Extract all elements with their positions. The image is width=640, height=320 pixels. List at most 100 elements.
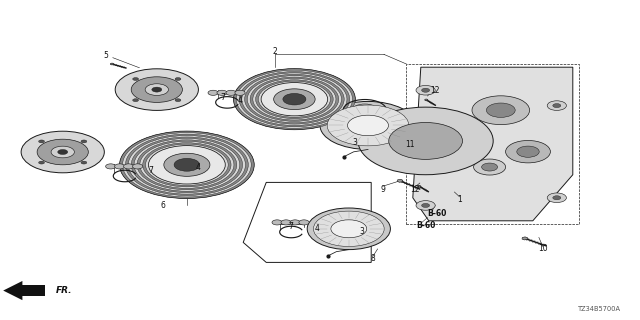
- Circle shape: [422, 88, 429, 92]
- Polygon shape: [413, 67, 573, 221]
- Text: 2: 2: [273, 47, 278, 56]
- Circle shape: [58, 149, 68, 155]
- Polygon shape: [397, 179, 403, 182]
- Circle shape: [314, 211, 384, 246]
- Circle shape: [234, 69, 355, 130]
- Circle shape: [38, 161, 44, 164]
- Circle shape: [327, 105, 409, 146]
- Circle shape: [482, 163, 498, 171]
- Text: 4: 4: [237, 96, 243, 105]
- Circle shape: [422, 204, 429, 207]
- Text: 3: 3: [359, 227, 364, 236]
- Text: 12: 12: [410, 185, 419, 194]
- Circle shape: [120, 131, 254, 198]
- Circle shape: [106, 164, 116, 169]
- Circle shape: [331, 220, 367, 238]
- Circle shape: [239, 72, 349, 127]
- Circle shape: [226, 90, 236, 95]
- Text: 11: 11: [405, 140, 414, 149]
- Text: B-60: B-60: [416, 221, 435, 230]
- Circle shape: [235, 90, 245, 95]
- Circle shape: [123, 132, 251, 197]
- Polygon shape: [424, 99, 428, 100]
- Circle shape: [299, 220, 309, 225]
- Circle shape: [274, 89, 315, 109]
- Circle shape: [474, 159, 506, 175]
- Text: 8: 8: [371, 254, 376, 263]
- Circle shape: [145, 84, 168, 95]
- Circle shape: [140, 141, 234, 188]
- Circle shape: [307, 208, 390, 250]
- Polygon shape: [3, 281, 22, 300]
- Circle shape: [120, 131, 254, 198]
- Text: 10: 10: [538, 244, 548, 253]
- Text: 7: 7: [148, 166, 153, 175]
- Text: TZ34B5700A: TZ34B5700A: [578, 306, 621, 312]
- Circle shape: [272, 220, 282, 225]
- Circle shape: [236, 70, 353, 128]
- Circle shape: [131, 137, 243, 193]
- Text: 5: 5: [103, 52, 108, 60]
- Circle shape: [134, 138, 240, 191]
- Polygon shape: [417, 186, 421, 187]
- Circle shape: [146, 144, 228, 185]
- Circle shape: [416, 201, 435, 210]
- Polygon shape: [22, 285, 45, 296]
- Circle shape: [281, 220, 291, 225]
- Circle shape: [388, 123, 463, 159]
- Circle shape: [115, 164, 125, 169]
- Circle shape: [486, 103, 515, 117]
- Circle shape: [208, 90, 218, 95]
- Circle shape: [517, 146, 540, 157]
- Circle shape: [255, 80, 333, 119]
- Circle shape: [472, 96, 529, 124]
- Circle shape: [358, 107, 493, 175]
- Text: 9: 9: [380, 185, 385, 194]
- Circle shape: [132, 99, 138, 102]
- Text: 7: 7: [220, 93, 225, 102]
- Circle shape: [124, 164, 134, 169]
- Text: 6: 6: [161, 201, 166, 210]
- Circle shape: [217, 90, 227, 95]
- Circle shape: [125, 134, 248, 196]
- Text: 3: 3: [353, 138, 358, 147]
- Circle shape: [261, 83, 328, 116]
- Text: 4: 4: [196, 164, 201, 172]
- Text: 4: 4: [314, 224, 319, 233]
- Text: 12: 12: [431, 86, 440, 95]
- Circle shape: [81, 140, 87, 143]
- Text: FR.: FR.: [56, 286, 72, 295]
- Polygon shape: [522, 237, 527, 240]
- Circle shape: [259, 81, 330, 117]
- Circle shape: [152, 87, 162, 92]
- Circle shape: [248, 76, 342, 123]
- Circle shape: [175, 77, 181, 80]
- Circle shape: [132, 77, 138, 80]
- Circle shape: [553, 196, 561, 200]
- Circle shape: [283, 93, 306, 105]
- Circle shape: [547, 101, 566, 110]
- Circle shape: [547, 193, 566, 203]
- Circle shape: [164, 153, 210, 176]
- Circle shape: [250, 77, 339, 121]
- Circle shape: [131, 77, 182, 102]
- Circle shape: [132, 164, 143, 169]
- Circle shape: [253, 78, 336, 120]
- Circle shape: [242, 73, 347, 125]
- Circle shape: [175, 99, 181, 102]
- Circle shape: [137, 140, 237, 190]
- Circle shape: [143, 143, 231, 187]
- Text: 7: 7: [289, 222, 294, 231]
- Circle shape: [51, 146, 74, 158]
- Circle shape: [290, 220, 300, 225]
- Circle shape: [21, 131, 104, 173]
- Circle shape: [37, 139, 88, 165]
- Polygon shape: [110, 63, 114, 65]
- Circle shape: [553, 104, 561, 108]
- Circle shape: [348, 115, 388, 136]
- Circle shape: [234, 69, 355, 130]
- Circle shape: [38, 140, 44, 143]
- Circle shape: [506, 140, 550, 163]
- Circle shape: [128, 136, 246, 194]
- Text: 1: 1: [457, 195, 462, 204]
